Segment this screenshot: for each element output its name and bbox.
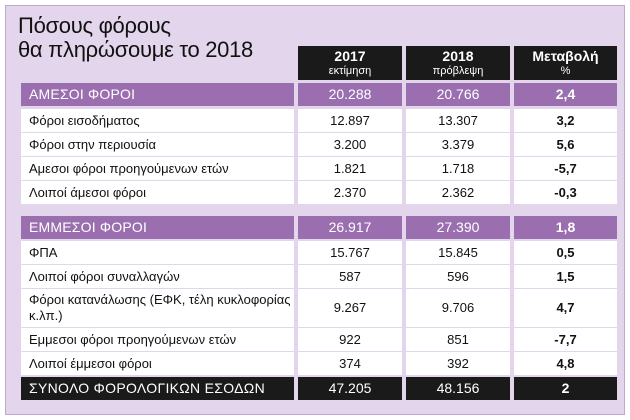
value-change: 4,8 [514,352,617,375]
value-2018: 48.156 [406,377,510,400]
row-label: ΕΜΜΕΣΟΙ ΦΟΡΟΙ [21,216,294,239]
table-row-indirect-taxes: ΕΜΜΕΣΟΙ ΦΟΡΟΙ 26.917 27.390 1,8 [21,216,617,239]
value-change: 1,8 [514,216,617,239]
value-change: 3,2 [514,109,617,132]
value-2017: 3.200 [298,133,402,156]
row-label: Λοιποί άμεσοι φόροι [21,181,294,204]
value-change: 4,7 [514,289,617,327]
row-label: Λοιποί φόροι συναλλαγών [21,265,294,288]
table-row: Λοιποί έμμεσοι φόροι 374 392 4,8 [21,352,617,375]
value-2018: 1.718 [406,157,510,180]
column-header-2017: 2017 εκτίμηση [298,46,402,80]
table-row: Φόροι στην περιουσία 3.200 3.379 5,6 [21,133,617,156]
value-2018: 13.307 [406,109,510,132]
value-2017: 374 [298,352,402,375]
table-row: Εμμεσοι φόροι προηγούμενων ετών 922 851 … [21,328,617,351]
row-label: Φόροι κατανάλωσης (ΕΦΚ, τέλη κυκλοφορίας… [21,289,294,327]
table-row: ΦΠΑ 15.767 15.845 0,5 [21,241,617,264]
value-2018: 15.845 [406,241,510,264]
value-2017: 922 [298,328,402,351]
value-2017: 2.370 [298,181,402,204]
column-header-2018-sub: πρόβλεψη [432,65,484,77]
row-label: ΑΜΕΣΟΙ ΦΟΡΟΙ [21,83,294,106]
value-2017: 47.205 [298,377,402,400]
column-header-2017-year: 2017 [334,48,366,64]
value-2017: 587 [298,265,402,288]
column-header-2018-year: 2018 [442,48,474,64]
value-change: -0,3 [514,181,617,204]
value-2017: 26.917 [298,216,402,239]
table-row: Λοιποί φόροι συναλλαγών 587 596 1,5 [21,265,617,288]
row-label: Φόροι στην περιουσία [21,133,294,156]
row-label: Αμεσοι φόροι προηγούμενων ετών [21,157,294,180]
column-header-2018: 2018 πρόβλεψη [406,46,510,80]
column-header-change: Μεταβολή % [514,46,617,80]
table-row: Φόροι εισοδήματος 12.897 13.307 3,2 [21,109,617,132]
table-row-total: ΣΥΝΟΛΟ ΦΟΡΟΛΟΓΙΚΩΝ ΕΣΟΔΩΝ 47.205 48.156 … [21,377,617,400]
value-2018: 20.766 [406,83,510,106]
row-label: Λοιποί έμμεσοι φόροι [21,352,294,375]
value-change: 2 [514,377,617,400]
column-header-2017-sub: εκτίμηση [328,65,372,77]
page-title: Πόσους φόρους θα πληρώσουμε το 2018 [18,14,253,62]
column-header-change-unit: % [560,65,571,77]
column-header-change-label: Μεταβολή [532,48,599,64]
value-2017: 20.288 [298,83,402,106]
table-row: Φόροι κατανάλωσης (ΕΦΚ, τέλη κυκλοφορίας… [21,289,617,327]
row-label: ΣΥΝΟΛΟ ΦΟΡΟΛΟΓΙΚΩΝ ΕΣΟΔΩΝ [21,377,294,400]
value-2017: 12.897 [298,109,402,132]
value-2018: 596 [406,265,510,288]
value-2017: 9.267 [298,289,402,327]
value-change: 5,6 [514,133,617,156]
title-line-1: Πόσους φόρους [18,13,171,38]
value-change: -7,7 [514,328,617,351]
row-label: Εμμεσοι φόροι προηγούμενων ετών [21,328,294,351]
value-2018: 2.362 [406,181,510,204]
value-2018: 392 [406,352,510,375]
value-change: 0,5 [514,241,617,264]
table-row-direct-taxes: ΑΜΕΣΟΙ ΦΟΡΟΙ 20.288 20.766 2,4 [21,83,617,106]
row-label: ΦΠΑ [21,241,294,264]
value-2018: 9.706 [406,289,510,327]
value-change: 1,5 [514,265,617,288]
table-row: Λοιποί άμεσοι φόροι 2.370 2.362 -0,3 [21,181,617,204]
row-label: Φόροι εισοδήματος [21,109,294,132]
value-2017: 1.821 [298,157,402,180]
table-panel: Πόσους φόρους θα πληρώσουμε το 2018 2017… [5,5,625,415]
value-change: 2,4 [514,83,617,106]
value-2018: 851 [406,328,510,351]
value-2018: 3.379 [406,133,510,156]
table-row: Αμεσοι φόροι προηγούμενων ετών 1.821 1.7… [21,157,617,180]
value-2018: 27.390 [406,216,510,239]
title-line-2: θα πληρώσουμε το 2018 [18,37,253,62]
value-change: -5,7 [514,157,617,180]
value-2017: 15.767 [298,241,402,264]
